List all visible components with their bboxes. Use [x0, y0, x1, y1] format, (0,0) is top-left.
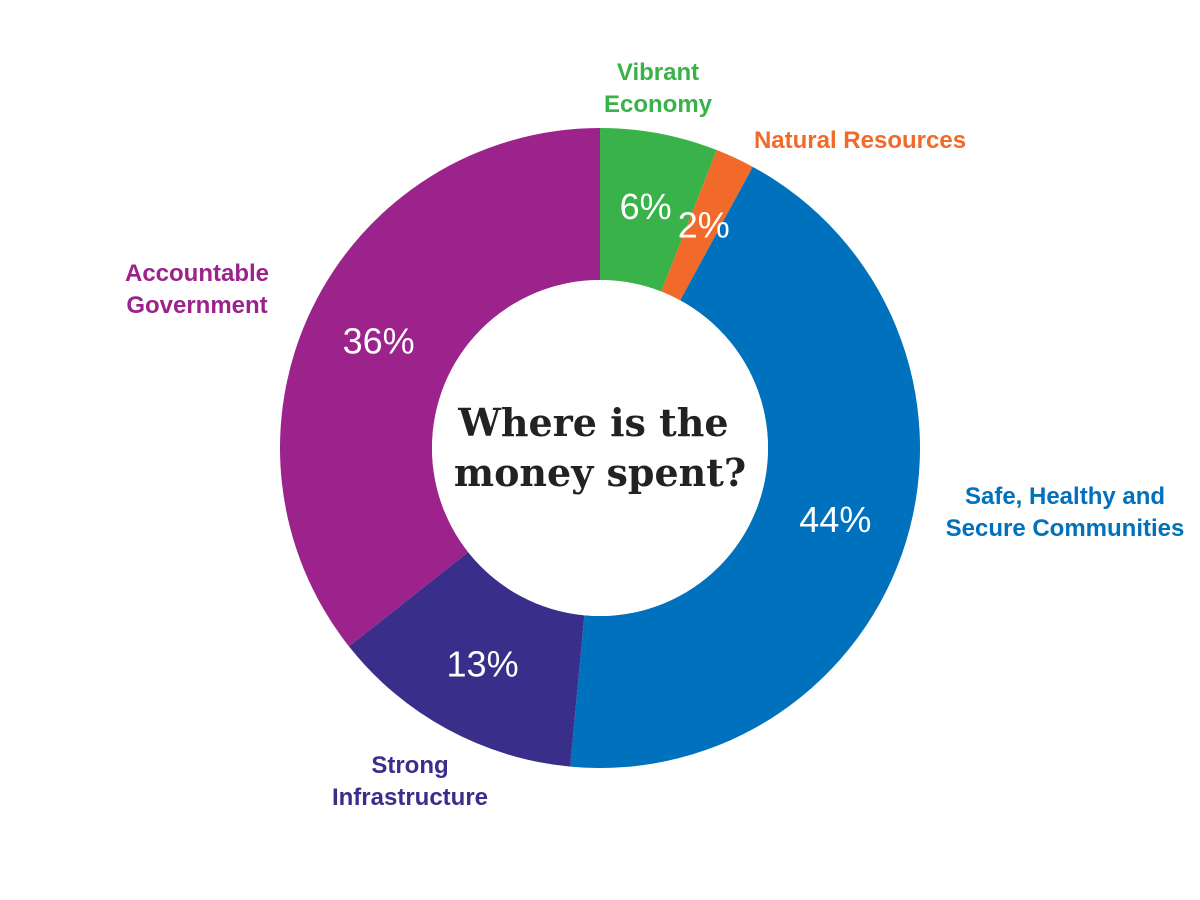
category-label: Natural Resources — [754, 127, 966, 154]
slice-accountable-government — [280, 128, 600, 647]
chart-title: Where is the money spent? — [454, 400, 746, 495]
category-label-line: Accountable — [125, 260, 269, 287]
percent-labels: 6% 2% 44% 13% 36% — [343, 186, 872, 685]
category-label-line: Vibrant — [617, 59, 699, 86]
chart-title-line-2: money spent? — [454, 450, 746, 495]
slice-safe-healthy-and-secure-communities — [570, 166, 921, 768]
category-label: Accountable Government — [125, 260, 269, 319]
category-label: Strong Infrastructure — [332, 752, 488, 811]
slice-strong-infrastructure — [348, 552, 585, 767]
category-label-line: Natural Resources — [754, 127, 966, 154]
donut-hole — [432, 280, 768, 616]
slice-vibrant-economy — [600, 128, 717, 292]
category-label: Safe, Healthy and Secure Communities — [946, 483, 1185, 542]
category-label-line: Infrastructure — [332, 784, 488, 811]
percent-label: 44% — [799, 499, 871, 540]
slice-natural-resources — [661, 150, 753, 301]
percent-label: 13% — [447, 644, 519, 685]
category-label-line: Government — [126, 292, 267, 319]
category-label: Vibrant Economy — [604, 59, 713, 118]
percent-label: 36% — [343, 320, 415, 361]
chart-title-line-1: Where is the — [457, 400, 728, 445]
category-label-line: Strong — [371, 752, 448, 779]
percent-label: 2% — [678, 204, 730, 245]
category-label-line: Safe, Healthy and — [965, 483, 1165, 510]
chart-slices — [280, 128, 921, 768]
category-labels: Vibrant Economy Natural Resources Safe, Hea… — [125, 59, 1184, 811]
category-label-line: Economy — [604, 91, 713, 118]
category-label-line: Secure Communities — [946, 515, 1185, 542]
percent-label: 6% — [620, 186, 672, 227]
